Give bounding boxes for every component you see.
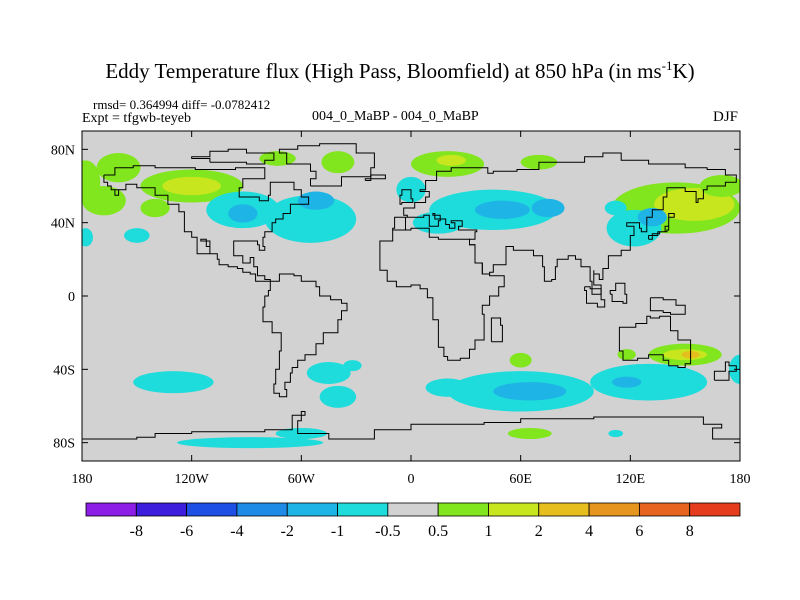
anomaly-contour	[509, 352, 532, 368]
colorbar-label: 6	[635, 523, 643, 540]
colorbar-swatch	[437, 502, 489, 517]
anomaly-contour	[321, 151, 355, 174]
anomaly-contour	[228, 204, 258, 223]
coastline	[262, 273, 348, 398]
colorbar-swatch	[488, 502, 540, 517]
anomaly-contour	[474, 200, 530, 219]
coastline	[191, 148, 275, 165]
coastline	[379, 227, 505, 361]
x-tick-label: 0	[408, 472, 415, 487]
anomaly-contour	[425, 378, 470, 397]
colorbar-swatch	[186, 502, 238, 517]
x-tick-label: 60E	[509, 472, 532, 487]
anomaly-contour	[264, 195, 357, 243]
coastline	[584, 286, 606, 308]
anomaly-contour	[590, 363, 708, 401]
colorbar-swatch	[638, 502, 691, 517]
anomaly-contour	[507, 428, 552, 439]
colorbar-swatch	[588, 502, 640, 517]
anomaly-contour	[140, 198, 170, 218]
y-tick-label: 80N	[51, 143, 75, 158]
coastline	[618, 315, 692, 368]
colorbar-label: 0.5	[428, 523, 448, 540]
colorbar-label: -2	[281, 523, 294, 540]
coastline	[490, 317, 503, 343]
coastline	[609, 282, 628, 304]
anomaly-contour	[297, 191, 335, 210]
y-tick-label: 80S	[53, 437, 75, 452]
colorbar-swatch	[236, 502, 288, 517]
anomaly-contour	[319, 385, 357, 408]
colorbar-swatch	[337, 502, 389, 517]
colorbar-swatch	[286, 502, 338, 517]
colorbar-label: 4	[585, 523, 593, 540]
anomaly-contour	[133, 371, 214, 394]
anomaly-contour	[436, 154, 466, 166]
y-tick-label: 40S	[53, 363, 75, 378]
anomaly-contour	[604, 200, 627, 216]
anomaly-contour	[162, 176, 221, 196]
coastline	[103, 165, 310, 282]
coastline	[392, 152, 737, 295]
x-tick-label: 180	[72, 472, 93, 487]
colorbar-label: -8	[130, 523, 143, 540]
colorbar-swatch	[689, 502, 741, 517]
anomaly-contour	[608, 429, 624, 438]
x-tick-label: 120E	[616, 472, 646, 487]
colorbar-swatch	[387, 502, 439, 517]
y-tick-label: 0	[68, 290, 75, 305]
coastline	[649, 297, 686, 315]
x-tick-label: 180	[730, 472, 751, 487]
colorbar-label: 2	[535, 523, 543, 540]
colorbar-label: -1	[331, 523, 344, 540]
coastline	[713, 361, 737, 381]
anomaly-contour	[343, 360, 362, 372]
colorbar-label: 8	[686, 523, 694, 540]
x-tick-label: 120W	[175, 472, 210, 487]
anomaly-contour	[617, 349, 636, 361]
colorbar-label: -6	[180, 523, 193, 540]
colorbar-swatch	[135, 502, 188, 517]
stats-label: rmsd= 0.364994 diff= -0.0782412	[93, 97, 271, 112]
y-tick-label: 40N	[51, 217, 75, 232]
season-label: DJF	[712, 109, 738, 125]
colorbar-label: -4	[230, 523, 243, 540]
colorbar-label: 1	[484, 523, 492, 540]
anomaly-contour	[531, 198, 565, 218]
x-tick-label: 60W	[288, 472, 316, 487]
anomaly-contour	[493, 382, 567, 401]
coastline	[278, 143, 375, 187]
experiment-label: Expt = tfgwb-teyeb	[82, 111, 191, 126]
anomaly-contour	[612, 376, 642, 388]
colorbar-label: -0.5	[375, 523, 400, 540]
anomaly-contour	[124, 228, 150, 243]
coastline	[82, 411, 740, 440]
coastline	[648, 213, 675, 240]
anomaly-contour	[82, 228, 93, 247]
colorbar-swatch	[85, 502, 137, 517]
coastline	[399, 189, 414, 205]
colorbar-swatch	[538, 502, 590, 517]
run-comparison-label: 004_0_MaBP - 004_0_MaBP	[312, 109, 479, 124]
anomaly-contour	[306, 362, 351, 384]
coastline	[364, 174, 386, 181]
anomaly-contour	[177, 437, 324, 449]
chart-title: Eddy Temperature flux (High Pass, Bloomf…	[105, 58, 695, 83]
